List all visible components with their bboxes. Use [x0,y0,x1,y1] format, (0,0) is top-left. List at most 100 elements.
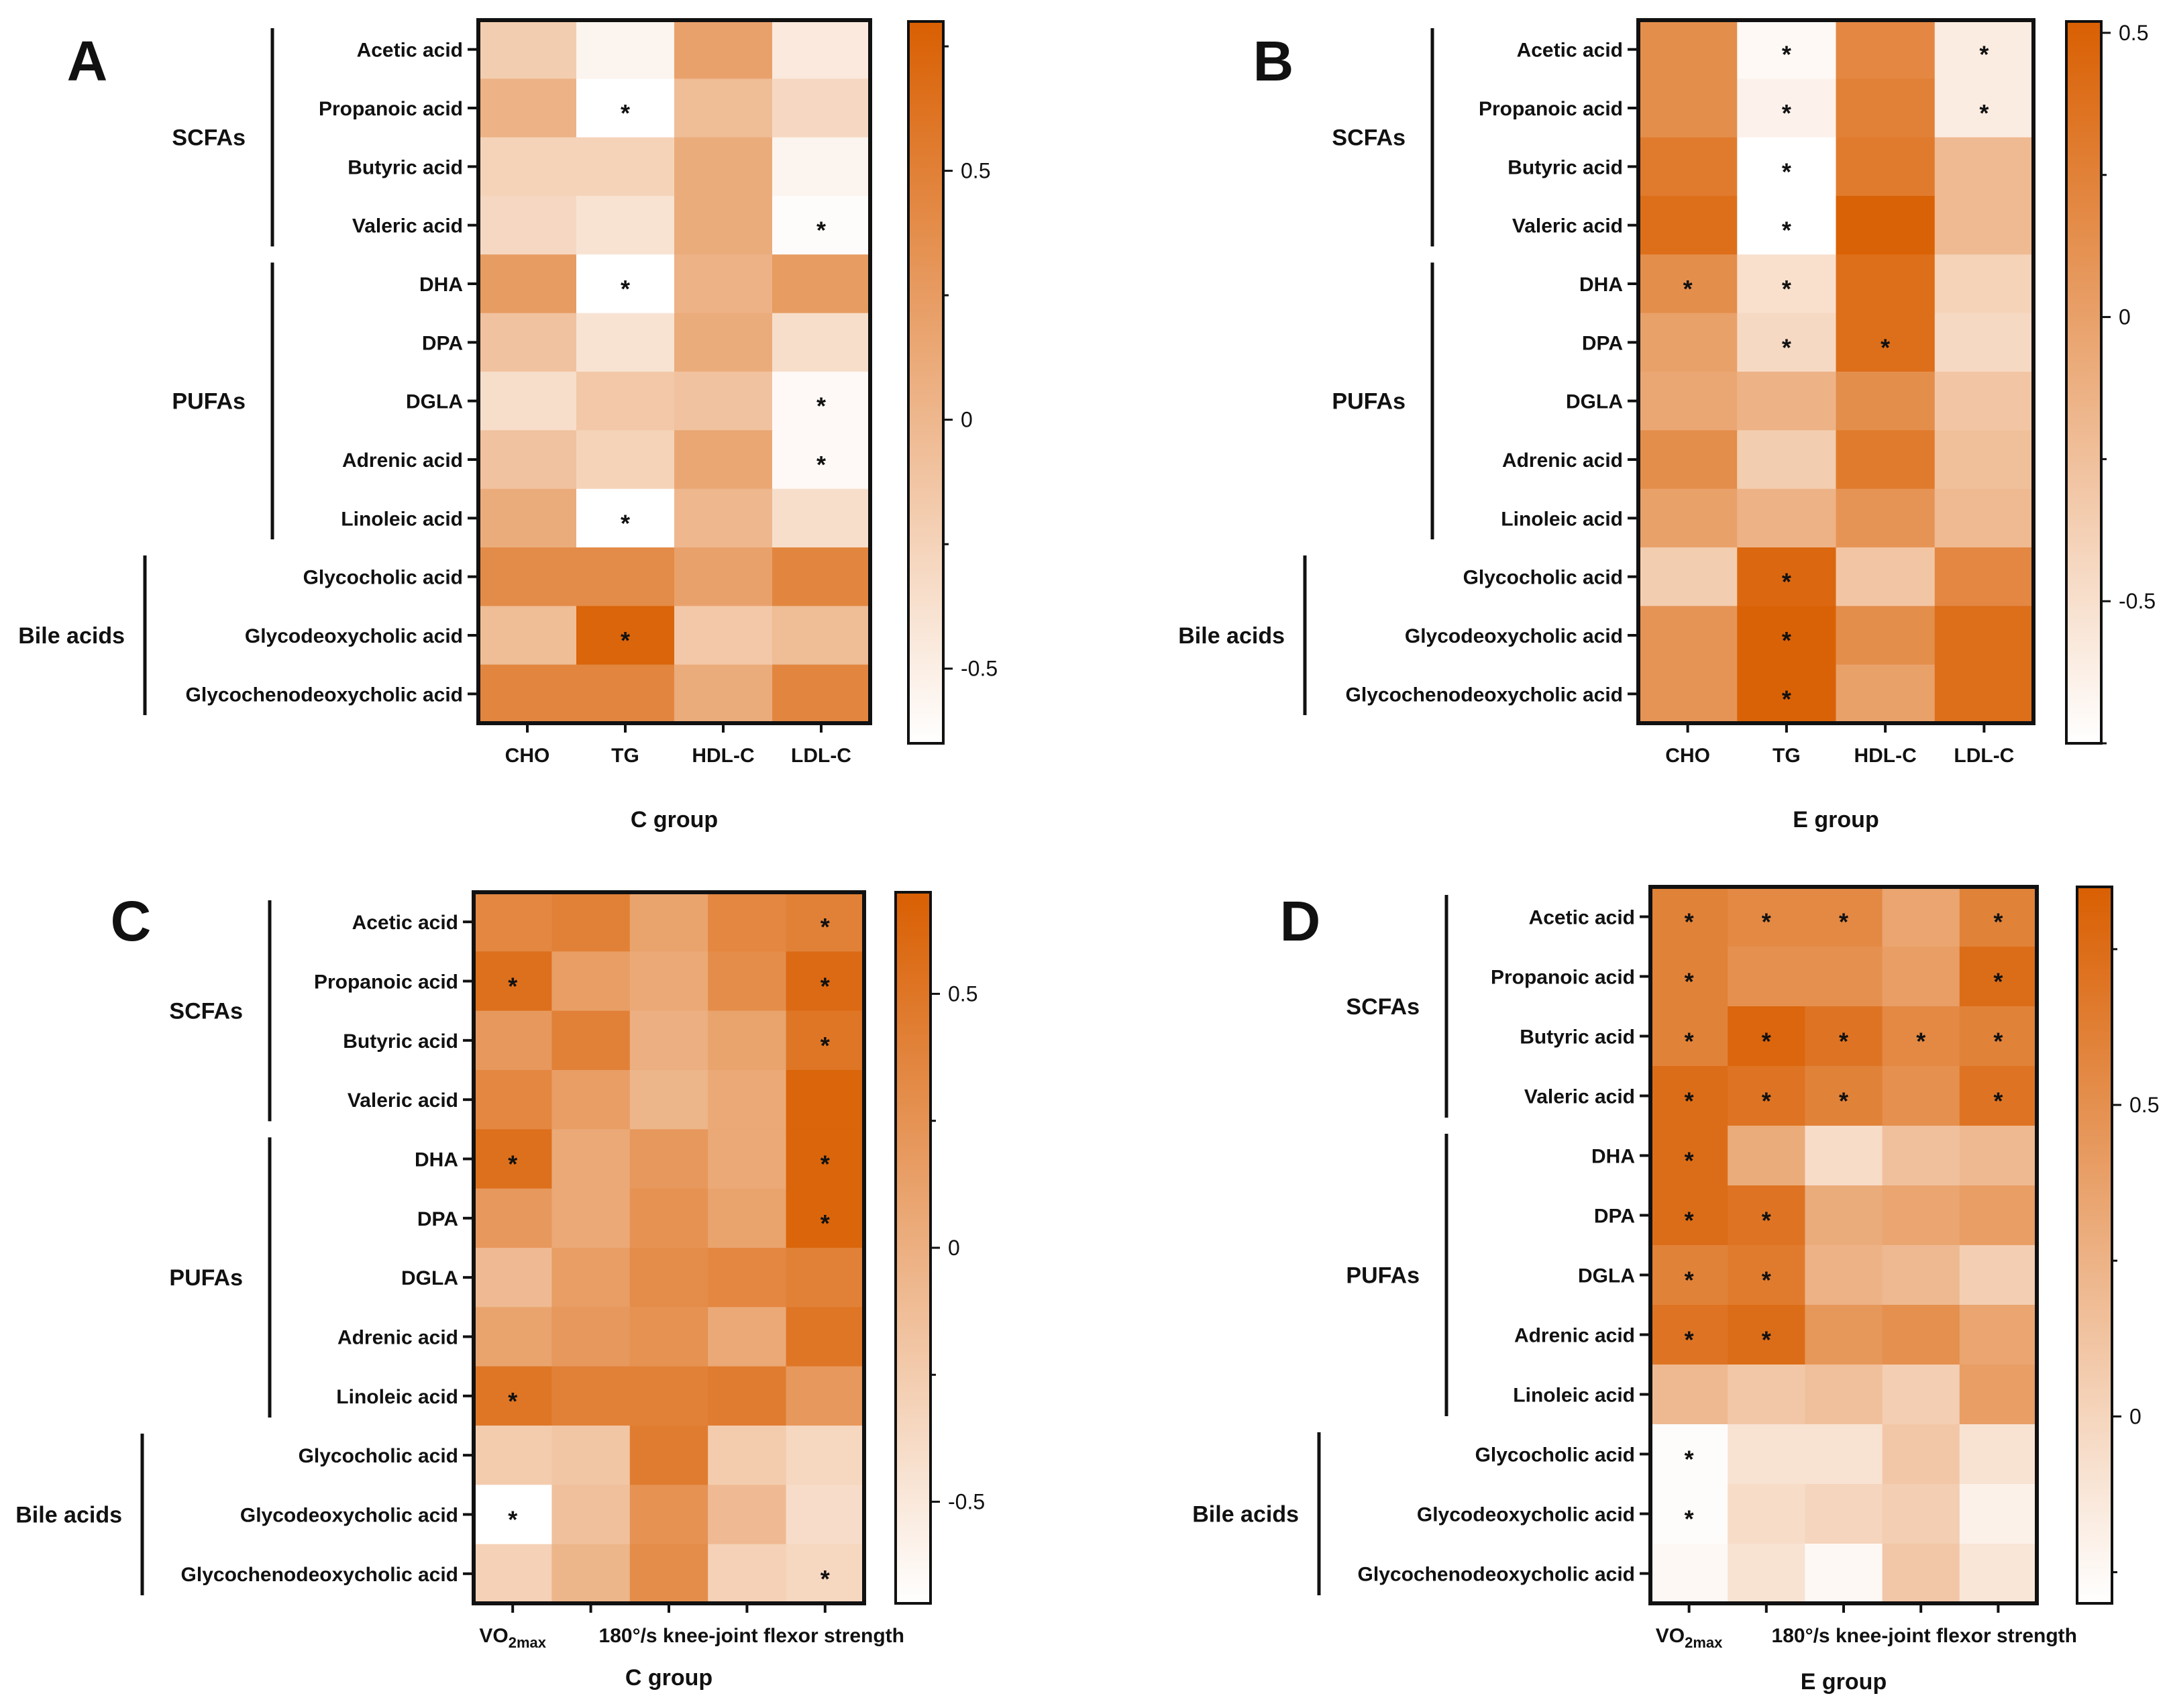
heatmap-cell [576,488,675,548]
heatmap-cell [629,1307,708,1367]
significance-star: * [1685,1087,1694,1115]
row-label: Linoleic acid [341,508,463,530]
group-label: SCFAs [1346,994,1420,1020]
panel-a: A * * * * * * * Acetic acid Propanoic acid Butyric… [18,18,998,833]
heatmap-cell [708,1366,787,1426]
heatmap-cell [772,488,871,548]
heatmap-cell [576,372,675,431]
heatmap-cell [1882,1424,1960,1485]
significance-star: * [821,1210,830,1237]
heatmap-cell [478,196,577,255]
row-label: DGLA [1566,391,1623,413]
heatmap-cell [772,664,871,724]
significance-star: * [1685,1147,1694,1175]
heatmap-cell [1737,488,1837,548]
heatmap-cell [1805,947,1883,1007]
heatmap-cell [1805,1365,1883,1425]
panel-letter: B [1253,30,1294,93]
heatmap-cell [674,372,773,431]
column-label: CHO [505,745,550,767]
heatmap-cell [1805,1006,1883,1067]
heatmap-cell [1836,606,1936,665]
column-label: HDL-C [1854,745,1916,767]
significance-star: * [1782,217,1791,244]
significance-star: * [821,1151,830,1178]
significance-star: * [621,509,630,537]
heatmap-cell [674,137,773,197]
group-label: SCFAs [1332,125,1406,151]
heatmap-cell [674,606,773,665]
heatmap-cell [629,1426,708,1485]
column-label: TG [1773,745,1801,767]
significance-star: * [1685,1446,1694,1473]
heatmap-cell [551,1485,631,1545]
heatmap-cells [474,892,865,1604]
row-label: Glycodeoxycholic acid [240,1505,458,1527]
heatmap-cell [1882,1245,1960,1305]
heatmap-cell [1934,372,2034,431]
heatmap-cell [551,1010,631,1071]
heatmap-cell [474,1544,552,1604]
heatmap-cell [474,1070,552,1130]
row-label: DPA [417,1208,458,1230]
heatmap-cell [478,606,577,665]
heatmap-cell [1934,606,2034,665]
heatmap-cell [1638,196,1738,255]
colorbar-tick-label: -0.5 [948,1490,985,1514]
heatmap-cell [1934,254,2034,314]
heatmap-cell [674,547,773,606]
significance-star: * [1683,275,1693,303]
heatmap-cell [551,1366,631,1426]
heatmap-cell [786,1188,865,1248]
heatmap-cell [772,254,871,314]
row-label: Adrenic acid [1502,449,1623,472]
heatmap-cell [708,1129,787,1189]
colorbar-tick-label: 0 [2119,305,2131,329]
colorbar [907,20,945,745]
heatmap-cell [1638,313,1738,372]
panel-d: D * * * * * * * * * * * * * * * * * * * * * * * * Acetic acid Prop… [1192,885,2159,1695]
heatmap-cell [551,1426,631,1485]
row-label: Adrenic acid [337,1327,458,1349]
row-label: Valeric acid [352,215,463,237]
heatmap-cell [1737,606,1837,665]
heatmap-cell [1882,1484,1960,1544]
heatmap-cell [1959,1424,2038,1485]
row-label: Acetic acid [1517,40,1623,62]
heatmap-cell [1882,947,1960,1007]
significance-star: * [1685,908,1694,936]
colorbar-tick-label: 0.5 [961,159,990,183]
x-axis-title: E group [1801,1669,1887,1695]
row-label: DPA [422,332,463,354]
row-label: Butyric acid [1520,1026,1635,1049]
heatmap-cell [576,547,675,606]
colorbar-tick-label: 0.5 [948,981,977,1006]
heatmap-cell [708,1307,787,1367]
heatmap-cell [1934,78,2034,138]
significance-star: * [1782,275,1791,303]
row-label: Linoleic acid [1513,1385,1635,1407]
row-label: Glycocholic acid [1475,1444,1635,1466]
heatmap-cell [1882,1066,1960,1126]
column-label: LDL-C [791,745,851,767]
significance-star: * [1782,41,1791,68]
column-label: HDL-C [692,745,754,767]
heatmap-cell [1737,664,1837,724]
heatmap-cell [708,1426,787,1485]
heatmap-cell [551,1188,631,1248]
colorbar-tick-label: 0 [948,1236,960,1260]
heatmap-cell [474,1307,552,1367]
significance-star: * [1782,99,1791,127]
heatmap-cell [1959,1305,2038,1365]
column-label: 180°/s knee-joint flexor strength [1772,1625,2077,1647]
heatmap-cell [1882,887,1960,947]
heatmap-cell [1737,137,1837,197]
heatmap-cell [1934,430,2034,490]
significance-star: * [816,451,826,478]
heatmap-cell [772,78,871,138]
group-label: SCFAs [172,125,246,151]
row-label: Glycocholic acid [303,567,463,589]
heatmap-cell [786,1485,865,1545]
heatmap-cell [708,951,787,1012]
significance-star: * [821,1565,830,1593]
